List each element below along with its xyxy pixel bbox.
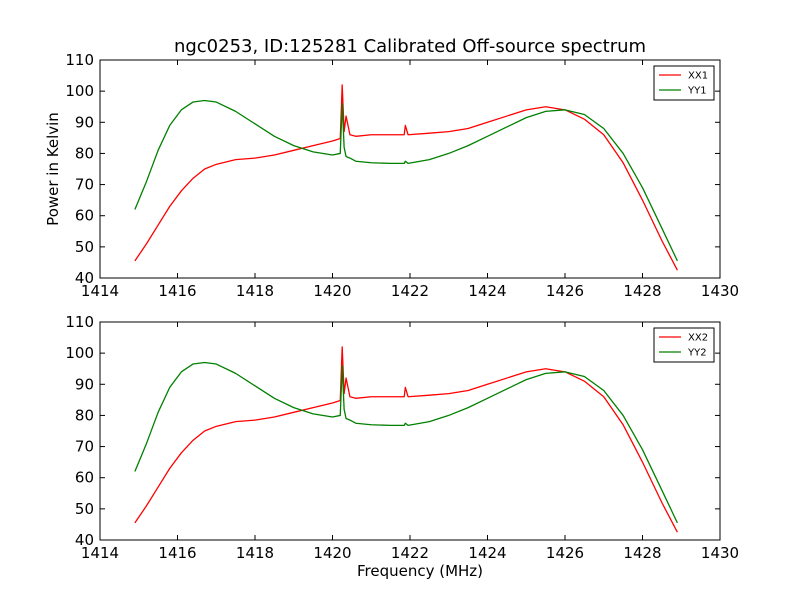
series-line-xx1: [134, 84, 678, 271]
x-tick-label: 1414: [81, 282, 119, 300]
x-tick-label: 1420: [313, 282, 351, 300]
y-tick-label: 50: [75, 500, 94, 518]
y-tick-label: 90: [75, 375, 94, 393]
x-tick-label: 1422: [391, 282, 429, 300]
legend-label-xx2: XX2: [688, 333, 708, 344]
y-tick-label: 60: [75, 469, 94, 487]
x-tick-label: 1430: [701, 282, 739, 300]
x-tick-label: 1414: [81, 544, 119, 562]
y-tick-label: 40: [75, 269, 94, 287]
chart-panel-1: 1414 1416 1418 1420 1422 1424 1426 1428 1430 40 50…: [44, 51, 739, 300]
legend-label-xx1: XX1: [688, 71, 708, 82]
x-tick-label: 1426: [546, 544, 584, 562]
x-tick-label: 1416: [158, 282, 196, 300]
x-tick-label: 1426: [546, 282, 584, 300]
y-tick-label: 100: [65, 82, 94, 100]
chart-title: ngc0253, ID:125281 Calibrated Off-source…: [174, 36, 646, 57]
x-tick-label: 1418: [236, 282, 274, 300]
y-tick-label: 40: [75, 531, 94, 549]
y-tick-label: 70: [75, 438, 94, 456]
x-tick-label: 1418: [236, 544, 274, 562]
x-tick-label: 1422: [391, 544, 429, 562]
series-line-yy1: [134, 99, 678, 262]
y-tick-label: 50: [75, 238, 94, 256]
y-tick-label: 90: [75, 113, 94, 131]
y-tick-label: 80: [75, 406, 94, 424]
y-tick-label: 110: [65, 51, 94, 69]
legend-label-yy1: YY1: [687, 86, 707, 97]
y-tick-label: 100: [65, 344, 94, 362]
x-tick-label: 1428: [623, 544, 661, 562]
x-tick-label: 1424: [468, 282, 506, 300]
y-tick-label: 70: [75, 176, 94, 194]
y-tick-label: 110: [65, 313, 94, 331]
y-axis-label: Power in Kelvin: [44, 112, 62, 226]
x-tick-label: 1424: [468, 544, 506, 562]
series-line-yy2: [134, 361, 678, 524]
y-tick-label: 80: [75, 144, 94, 162]
series-line-xx2: [134, 346, 678, 533]
x-tick-label: 1428: [623, 282, 661, 300]
y-tick-label: 60: [75, 207, 94, 225]
legend-box: [653, 327, 715, 363]
legend-label-yy2: YY2: [687, 348, 707, 359]
x-tick-label: 1416: [158, 544, 196, 562]
legend-box: [653, 65, 715, 101]
x-tick-label: 1430: [701, 544, 739, 562]
chart-panel-2: 1414 1416 1418 1420 1422 1424 1426 1428 1430 40 50…: [65, 313, 739, 580]
x-tick-label: 1420: [313, 544, 351, 562]
x-axis-label: Frequency (MHz): [357, 562, 483, 580]
